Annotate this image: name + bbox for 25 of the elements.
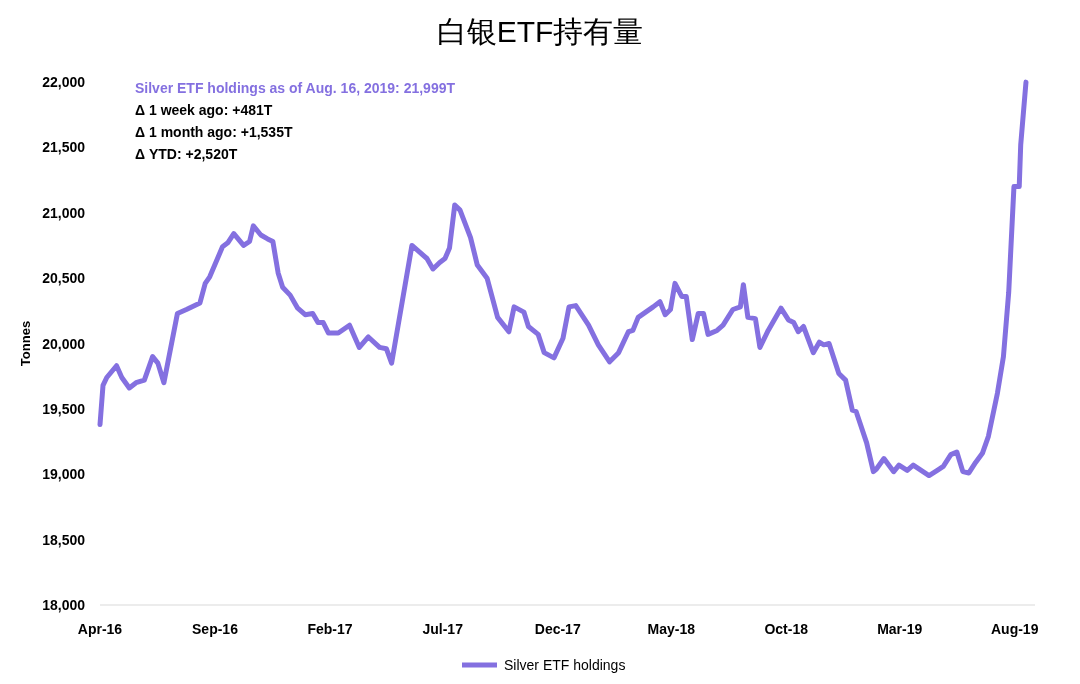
y-tick-label: 20,000 [42, 335, 86, 352]
y-tick-label: 19,500 [42, 400, 86, 417]
x-tick-label: Feb-17 [307, 621, 353, 637]
x-tick-label: Mar-19 [877, 621, 923, 637]
x-tick-label: Oct-18 [764, 621, 809, 637]
y-tick-label: 20,500 [42, 270, 86, 287]
x-tick-label: Jul-17 [422, 621, 464, 637]
x-tick-label: Apr-16 [77, 621, 123, 637]
x-tick-label: Sep-16 [192, 621, 239, 637]
y-tick-label: 22,000 [42, 74, 86, 90]
x-tick-label: Aug-19 [990, 621, 1039, 637]
y-tick-label: 19,000 [42, 466, 86, 483]
legend-label: Silver ETF holdings [504, 657, 626, 673]
y-tick-label: 21,500 [42, 139, 86, 156]
annotation: Δ 1 month ago: +1,535T [135, 124, 293, 140]
annotation: Silver ETF holdings as of Aug. 16, 2019: 21,999T [135, 80, 456, 96]
y-tick-label: 21,000 [42, 204, 86, 221]
y-tick-label: 18,500 [42, 531, 86, 548]
x-tick-label: Dec-17 [534, 621, 581, 637]
annotation: Δ 1 week ago: +481T [135, 102, 273, 118]
annotation: Δ YTD: +2,520T [135, 146, 238, 162]
chart-title: 白银ETF持有量 [436, 15, 644, 48]
y-axis-title: Tonnes [18, 320, 33, 367]
x-tick-label: May-18 [647, 621, 696, 637]
y-tick-label: 18,000 [42, 597, 86, 613]
